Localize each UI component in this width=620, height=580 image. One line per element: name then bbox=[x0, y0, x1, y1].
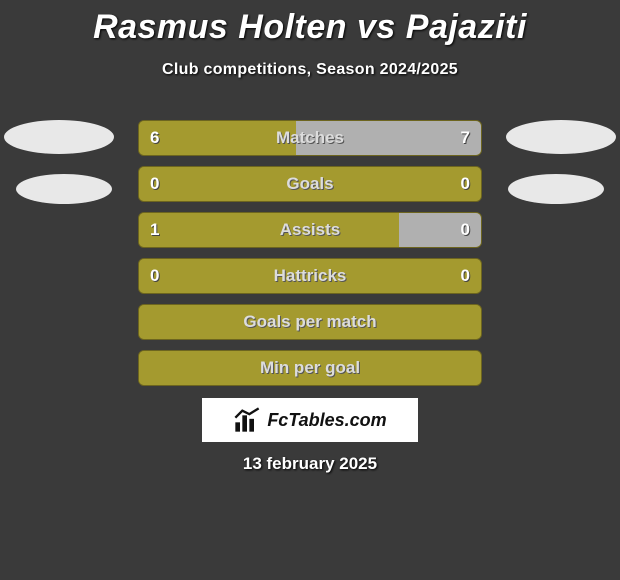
stat-row: Min per goal bbox=[0, 350, 620, 386]
subtitle: Club competitions, Season 2024/2025 bbox=[0, 61, 620, 79]
stat-value-right: 0 bbox=[461, 212, 470, 248]
chart-icon bbox=[233, 406, 261, 434]
page-title: Rasmus Holten vs Pajaziti bbox=[0, 0, 620, 47]
stat-bar bbox=[138, 166, 482, 202]
stat-value-left: 0 bbox=[150, 166, 159, 202]
stat-row: 0 0 Hattricks bbox=[0, 258, 620, 294]
date-text: 13 february 2025 bbox=[0, 454, 620, 474]
stat-bar-left bbox=[139, 213, 399, 247]
stat-bar-right bbox=[296, 121, 481, 155]
stat-bar bbox=[138, 120, 482, 156]
stat-bar-left bbox=[139, 121, 296, 155]
stat-bar-left bbox=[139, 305, 481, 339]
stat-value-right: 7 bbox=[461, 120, 470, 156]
stat-bar-left bbox=[139, 167, 481, 201]
stat-value-left: 0 bbox=[150, 258, 159, 294]
stats-container: 6 7 Matches 0 0 Goals 1 0 Assists 0 0 Ha… bbox=[0, 120, 620, 396]
stat-value-right: 0 bbox=[461, 258, 470, 294]
logo-text: FcTables.com bbox=[267, 410, 386, 431]
stat-bar-left bbox=[139, 351, 481, 385]
stat-bar bbox=[138, 304, 482, 340]
stat-row: 6 7 Matches bbox=[0, 120, 620, 156]
stat-value-right: 0 bbox=[461, 166, 470, 202]
stat-value-left: 6 bbox=[150, 120, 159, 156]
stat-value-left: 1 bbox=[150, 212, 159, 248]
stat-row: 0 0 Goals bbox=[0, 166, 620, 202]
stat-bar bbox=[138, 350, 482, 386]
stat-bar-left bbox=[139, 259, 481, 293]
stat-row: 1 0 Assists bbox=[0, 212, 620, 248]
stat-bar bbox=[138, 212, 482, 248]
stat-bar bbox=[138, 258, 482, 294]
logo-box: FcTables.com bbox=[202, 398, 418, 442]
stat-row: Goals per match bbox=[0, 304, 620, 340]
